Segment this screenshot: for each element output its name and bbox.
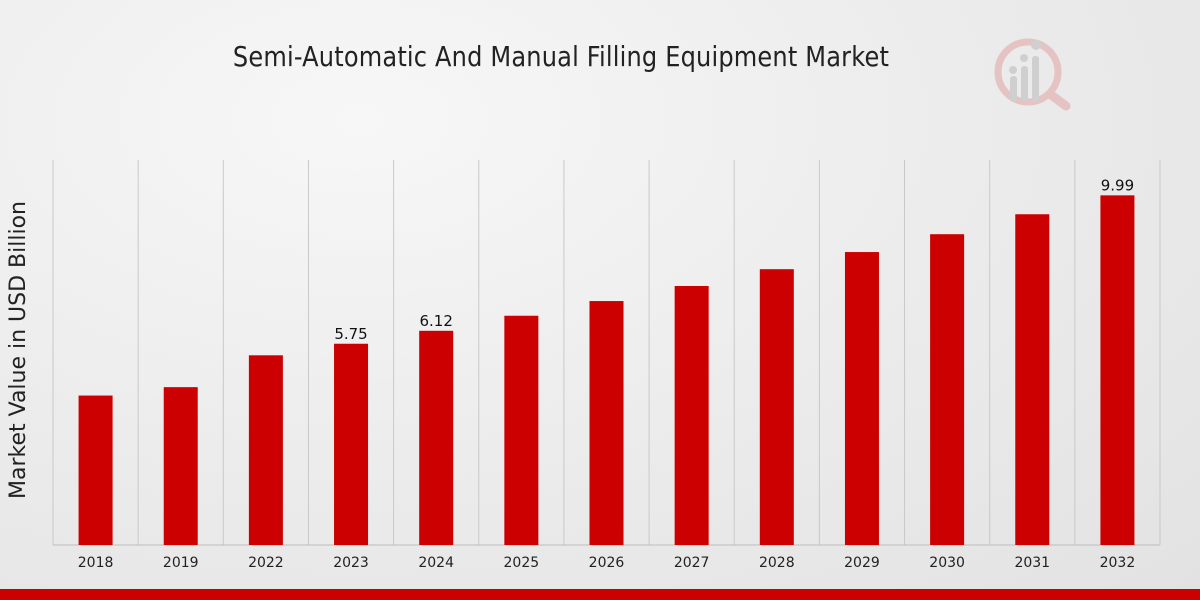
bar-2032 <box>1100 195 1135 545</box>
x-tick-label-2029: 2029 <box>844 555 880 571</box>
data-labels: 5.75 6.12 9.99 <box>334 176 1134 342</box>
x-tick-label-2026: 2026 <box>589 555 625 571</box>
bar-2023 <box>334 343 369 545</box>
bar-2031 <box>1015 214 1050 545</box>
x-tick-label-2030: 2030 <box>929 555 965 571</box>
data-label-2024: 6.12 <box>419 312 452 330</box>
x-tick-label-2018: 2018 <box>78 555 114 571</box>
data-label-2023: 5.75 <box>334 325 367 343</box>
bars <box>78 195 1135 546</box>
x-tick-label-2028: 2028 <box>759 555 795 571</box>
x-tick-label-2031: 2031 <box>1014 555 1050 571</box>
market-research-logo-icon <box>994 38 1071 111</box>
y-axis-label: Market Value in USD Billion <box>6 201 31 499</box>
x-tick-label-2032: 2032 <box>1100 555 1136 571</box>
bar-2019 <box>163 387 198 545</box>
x-tick-label-2023: 2023 <box>333 555 369 571</box>
data-label-2032: 9.99 <box>1101 176 1134 194</box>
bar-2018 <box>78 395 113 545</box>
bar-2027 <box>674 286 709 545</box>
bar-2022 <box>248 355 283 545</box>
bar-2024 <box>419 330 454 545</box>
x-tick-label-2024: 2024 <box>418 555 454 571</box>
x-tick-label-2025: 2025 <box>504 555 540 571</box>
x-tick-label-2027: 2027 <box>674 555 710 571</box>
grid-lines <box>52 160 1161 545</box>
x-tick-label-2022: 2022 <box>248 555 284 571</box>
bar-2025 <box>504 315 539 545</box>
bottom-accent-bar <box>0 589 1200 600</box>
bar-2028 <box>759 269 794 545</box>
bar-2030 <box>930 234 965 545</box>
bar-2029 <box>844 252 879 546</box>
bar-2026 <box>589 301 624 545</box>
chart-title: Semi-Automatic And Manual Filling Equipm… <box>232 40 890 73</box>
x-tick-label-2019: 2019 <box>163 555 199 571</box>
x-tick-labels: 2018 2019 2022 2023 2024 2025 2026 2027 2028 2029… <box>78 555 1135 571</box>
